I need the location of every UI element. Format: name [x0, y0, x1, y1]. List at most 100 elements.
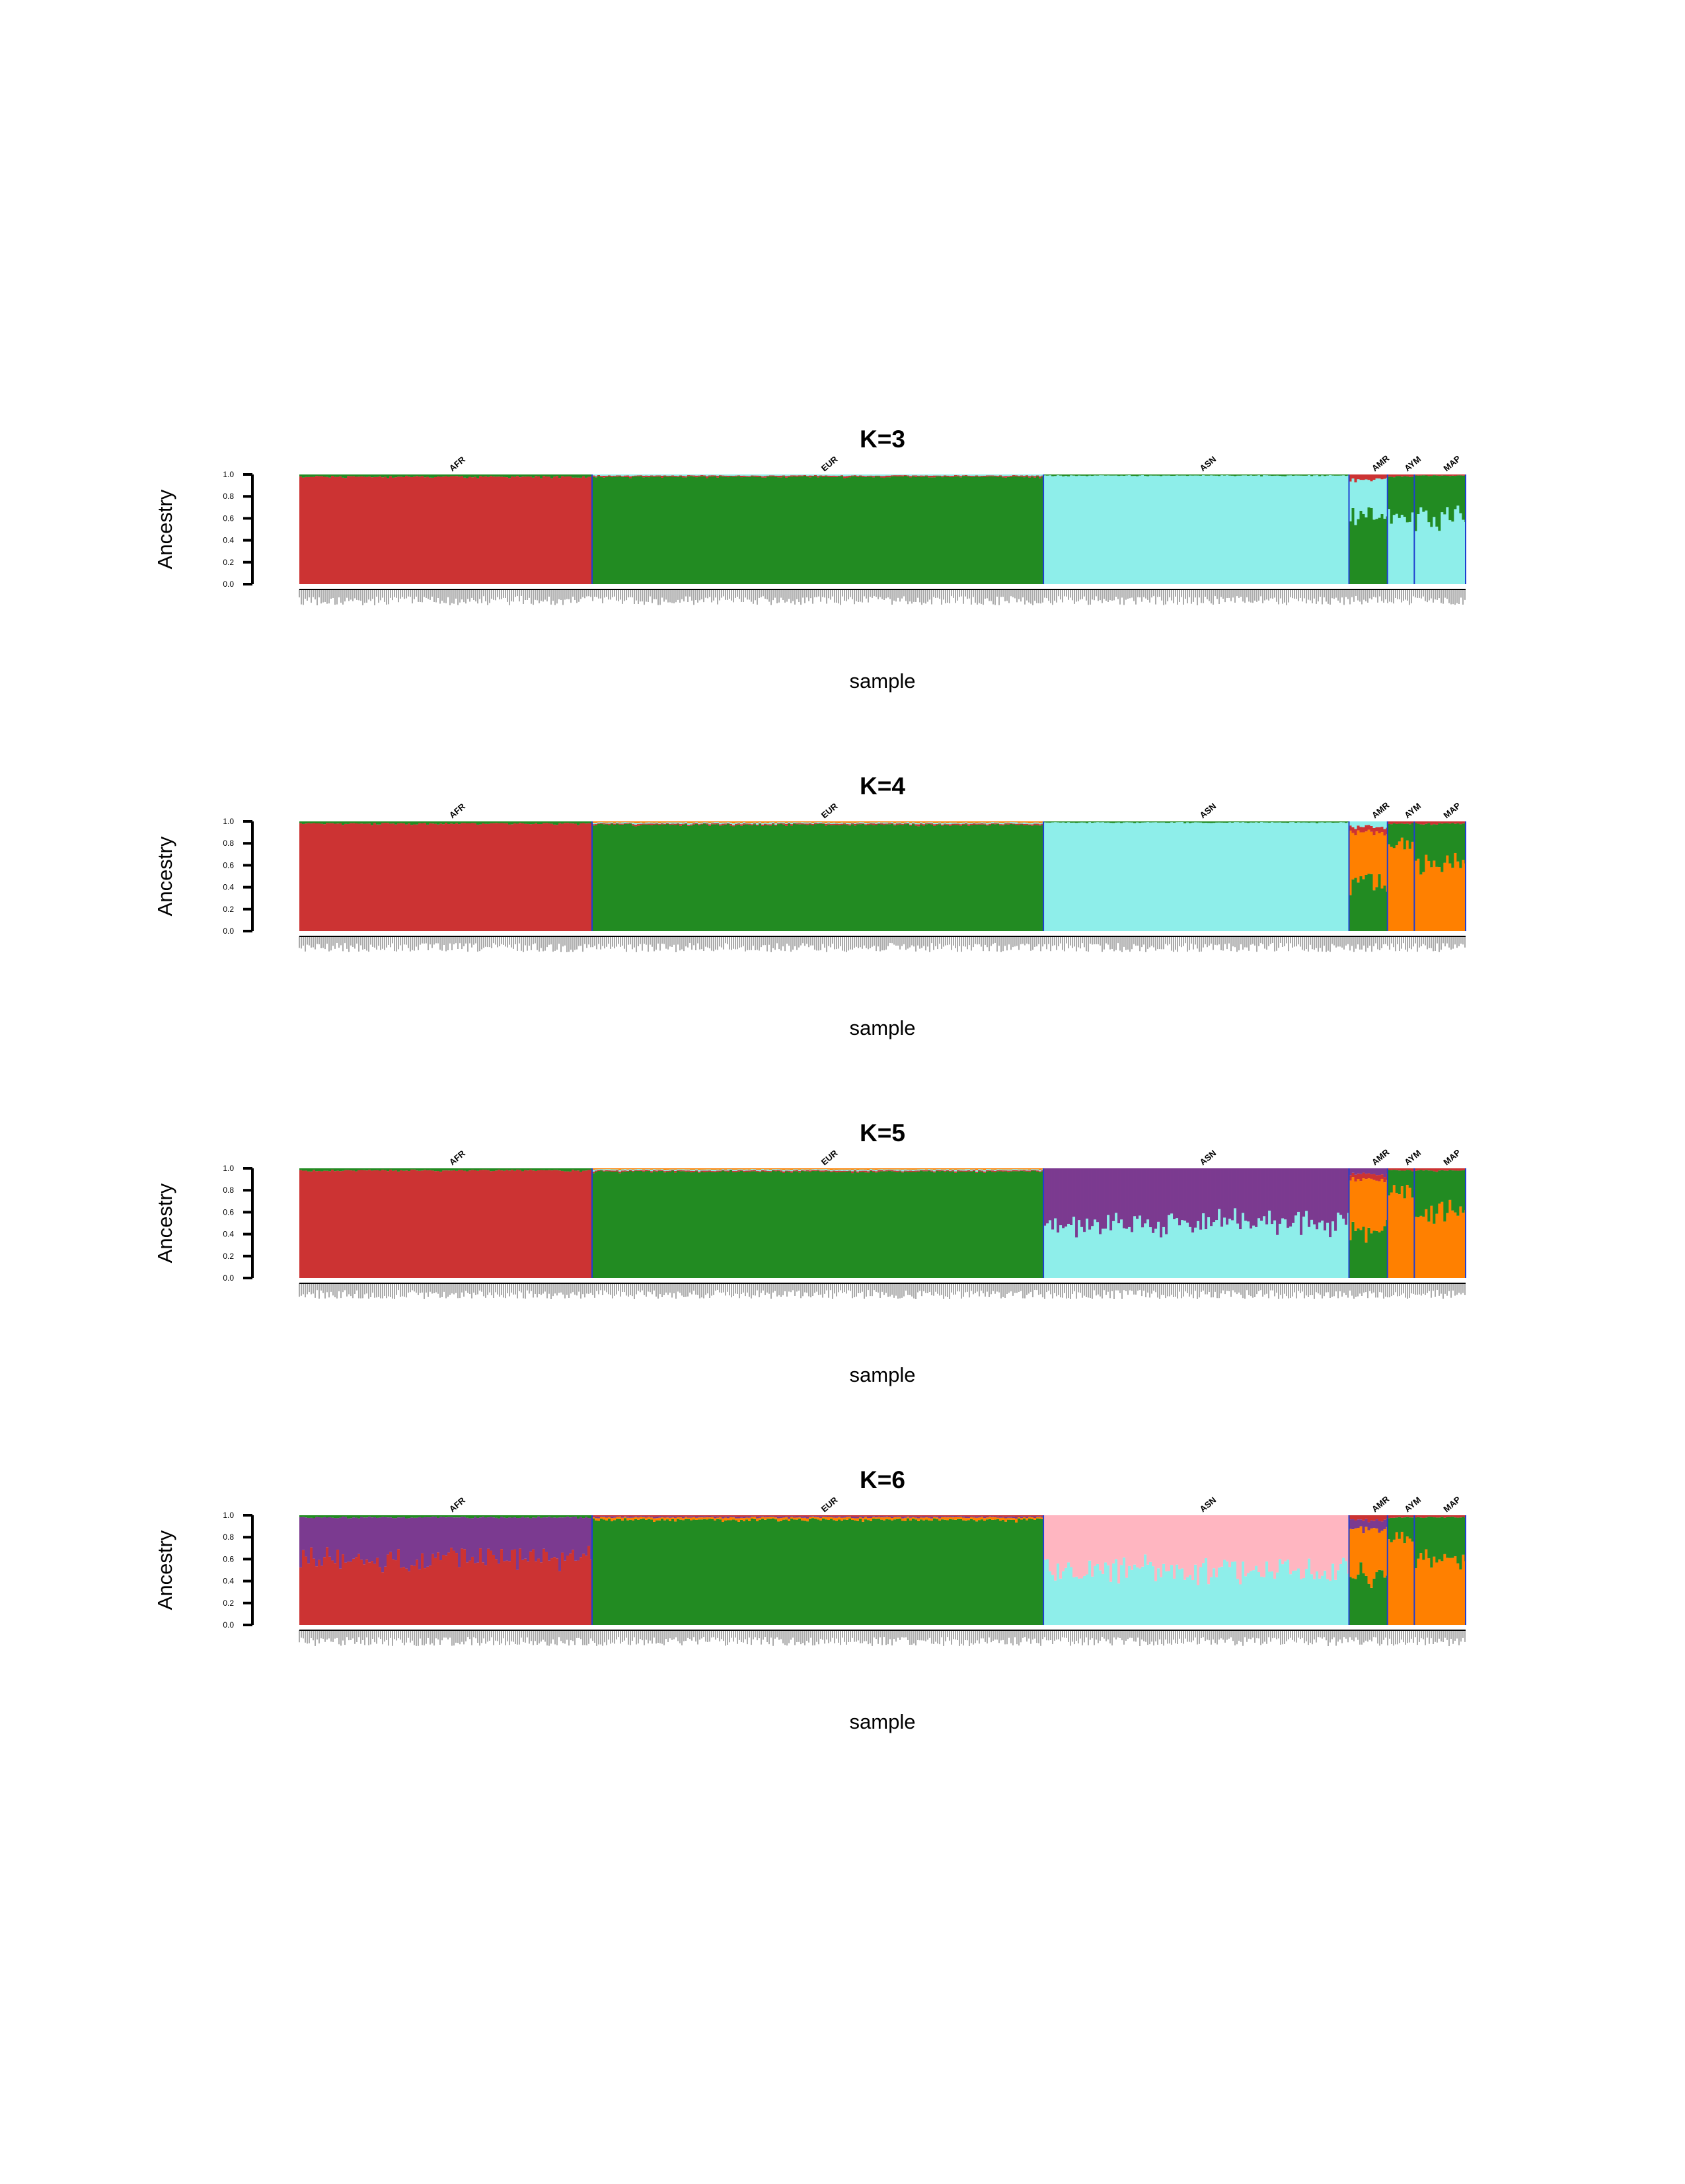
bar-segment-green	[722, 1170, 724, 1278]
bar-segment-orange	[885, 821, 888, 823]
bar-segment-red	[1036, 823, 1039, 825]
bar-segment-green	[1160, 821, 1162, 823]
bar-segment-red	[624, 476, 626, 477]
bar-segment-red	[909, 1170, 912, 1172]
bar-segment-cyan	[899, 474, 901, 475]
bar-segment-green	[564, 1168, 566, 1172]
bar-segment-green	[838, 825, 841, 931]
bar-segment-green	[1007, 1172, 1010, 1278]
bar-segment-red	[1012, 475, 1015, 476]
bar-segment-red	[400, 1170, 402, 1278]
bar-segment-red	[540, 478, 543, 584]
bar-segment-green	[535, 1168, 537, 1171]
bar-segment-green	[339, 474, 342, 476]
bar-segment-green	[730, 1170, 732, 1278]
bar-segment-green	[1363, 879, 1365, 931]
bar-segment-orange	[1390, 847, 1393, 931]
bar-segment-green	[1157, 821, 1160, 823]
bar-segment-red	[685, 823, 687, 824]
bar-segment-green	[632, 476, 634, 584]
bar-segment-cyan	[1226, 823, 1228, 931]
bar-segment-green	[1396, 824, 1398, 845]
bar-segment-green	[339, 821, 342, 823]
bar-segment-orange	[814, 1168, 817, 1169]
bar-segment-red	[500, 823, 503, 931]
bar-segment-green	[556, 821, 558, 825]
bar-segment-green	[1067, 821, 1070, 822]
bar-segment-cyan	[920, 474, 922, 476]
bar-segment-green	[310, 474, 313, 477]
bar-segment-cyan	[761, 1169, 764, 1170]
bar-segment-green	[867, 476, 870, 584]
bar-segment-green	[811, 825, 814, 931]
bar-segment-orange	[909, 821, 912, 823]
bar-segment-green	[582, 821, 585, 823]
bar-segment-green	[458, 1168, 461, 1170]
bar-segment-purple	[1086, 1168, 1088, 1219]
bar-segment-green	[336, 474, 339, 477]
bar-segment-green	[405, 821, 408, 825]
bar-segment-green	[653, 1171, 655, 1278]
bar-segment-green	[663, 476, 666, 584]
bar-segment-cyan	[1218, 1209, 1220, 1278]
bar-segment-red	[663, 824, 666, 825]
bar-segment-green	[1075, 821, 1078, 823]
bar-segment-green	[1078, 821, 1080, 823]
bar-segment-orange	[732, 821, 735, 823]
bar-segment-green	[503, 821, 506, 823]
bar-segment-green	[856, 477, 859, 584]
bar-segment-green	[424, 1168, 426, 1170]
bar-segment-green	[1294, 821, 1297, 823]
bar-segment-cyan	[835, 474, 838, 476]
bar-segment-cyan	[711, 1170, 714, 1171]
bar-segment-red	[915, 824, 917, 825]
bar-segment-green	[1448, 1170, 1451, 1199]
bar-segment-cyan	[1015, 822, 1018, 823]
bar-segment-green	[1146, 821, 1149, 822]
bar-segment-green	[1252, 474, 1255, 476]
bar-segment-green	[513, 821, 516, 823]
y-tick-label: 0.6	[223, 860, 234, 870]
bar-segment-red	[516, 1170, 519, 1278]
bar-segment-cyan	[1462, 520, 1464, 584]
bar-segment-cyan	[745, 474, 748, 476]
bar-segment-red	[912, 1171, 915, 1172]
bar-segment-cyan	[1231, 823, 1234, 931]
bar-segment-orange	[703, 1168, 706, 1170]
bar-segment-cyan	[1020, 474, 1023, 476]
bar-segment-cyan	[1316, 823, 1318, 931]
bar-segment-green	[629, 478, 632, 584]
bar-segment-cyan	[841, 823, 843, 824]
bar-segment-red	[1384, 1177, 1386, 1182]
bar-segment-orange	[856, 821, 859, 823]
bar-segment-cyan	[1273, 1221, 1276, 1278]
bar-segment-cyan	[1313, 1224, 1316, 1278]
bar-segment-red	[811, 824, 814, 825]
bar-segment-cyan	[848, 823, 851, 824]
bar-segment-green	[1427, 1170, 1430, 1221]
bar-segment-orange	[859, 1168, 862, 1170]
bar-segment-green	[605, 477, 608, 584]
bar-segment-cyan	[634, 474, 637, 476]
bar-segment-green	[466, 474, 468, 478]
bar-segment-orange	[632, 821, 634, 823]
bar-segment-green	[994, 476, 996, 584]
bar-segment-green	[1072, 821, 1075, 823]
bar-segment-green	[716, 1172, 719, 1278]
bar-segment-cyan	[1226, 1224, 1228, 1278]
bar-segment-green	[925, 824, 928, 931]
bar-segment-cyan	[1102, 822, 1104, 931]
bar-segment-orange	[1363, 832, 1365, 879]
bar-segment-purple	[1160, 1168, 1162, 1237]
bar-segment-green	[527, 821, 529, 824]
bar-segment-orange	[650, 821, 653, 823]
bar-segment-cyan	[1023, 823, 1026, 824]
bar-segment-red	[587, 1170, 590, 1278]
bar-segment-red	[540, 1170, 543, 1278]
bar-segment-green	[492, 474, 495, 476]
bar-segment-red	[320, 1172, 323, 1278]
bar-segment-cyan	[1223, 476, 1226, 584]
bar-segment-cyan	[751, 474, 753, 476]
bar-segment-red	[663, 475, 666, 476]
bar-segment-red	[365, 1170, 368, 1278]
